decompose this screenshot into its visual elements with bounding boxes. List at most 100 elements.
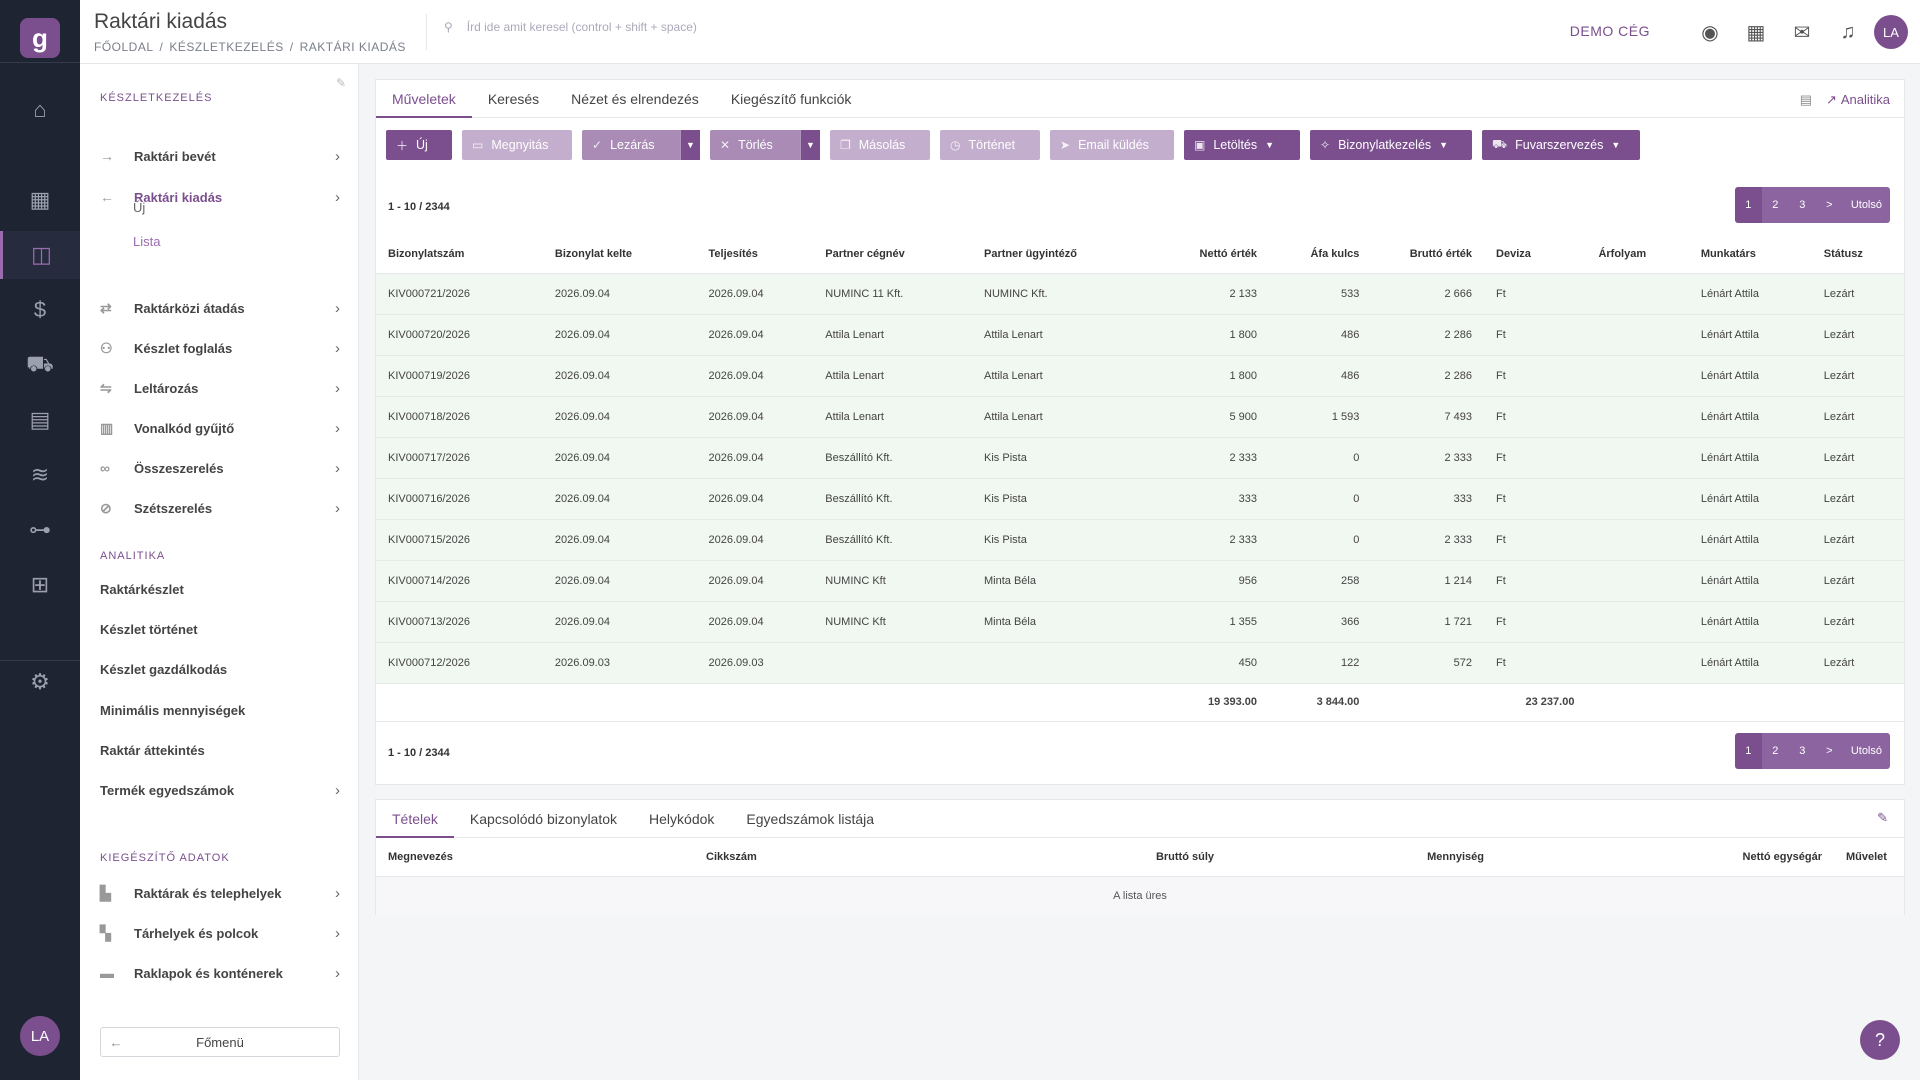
- column-header[interactable]: Bruttó súly: [1074, 838, 1226, 877]
- column-header[interactable]: Státusz: [1811, 235, 1904, 274]
- chevron-down-icon[interactable]: ▼: [680, 130, 700, 160]
- page-next[interactable]: >: [1815, 187, 1843, 223]
- sidebar-item-5[interactable]: ▥ Vonalkód gyűjtő ›: [100, 416, 340, 440]
- breadcrumb-inventory[interactable]: KÉSZLETKEZELÉS: [169, 40, 284, 54]
- tab-view[interactable]: Nézet és elrendezés: [571, 91, 699, 107]
- table-row[interactable]: KIV000714/2026 2026.09.04 2026.09.04 NUMINC…: [376, 560, 1904, 602]
- page-last[interactable]: Utolsó: [1842, 733, 1890, 769]
- column-header[interactable]: Partner cégnév: [813, 235, 973, 274]
- rail-truck-icon[interactable]: ⛟: [0, 341, 80, 389]
- column-header[interactable]: Áfa kulcs: [1268, 235, 1372, 274]
- sidebar-subitem-new[interactable]: Új: [133, 200, 146, 215]
- rail-register-icon[interactable]: ▤: [0, 396, 80, 444]
- rail-finance-icon[interactable]: $: [0, 286, 80, 334]
- rail-settings-icon[interactable]: ⚙: [0, 658, 80, 706]
- download-button[interactable]: ▣ Letöltés ▼: [1184, 130, 1300, 160]
- rail-flow-icon[interactable]: ⊶: [0, 506, 80, 554]
- company-name[interactable]: DEMO CÉG: [1569, 23, 1650, 39]
- email-button[interactable]: ➤ Email küldés: [1050, 130, 1174, 160]
- page-last[interactable]: Utolsó: [1842, 187, 1890, 223]
- export-icon[interactable]: ▤: [1799, 92, 1812, 107]
- support-icon[interactable]: ◉: [1701, 21, 1719, 44]
- main-menu-button[interactable]: ← Főmenü: [100, 1027, 340, 1057]
- table-row[interactable]: KIV000715/2026 2026.09.04 2026.09.04 Beszál…: [376, 519, 1904, 561]
- open-button[interactable]: ▭ Megnyitás: [462, 130, 572, 160]
- column-header[interactable]: Árfolyam: [1586, 235, 1689, 274]
- column-header[interactable]: Bizonylat kelte: [542, 235, 697, 274]
- page-3[interactable]: 3: [1788, 187, 1816, 223]
- search-input[interactable]: Írd ide amit keresel (control + shift + …: [466, 20, 697, 34]
- column-header[interactable]: Teljesítés: [696, 235, 814, 274]
- column-header[interactable]: Deviza: [1484, 235, 1587, 274]
- pin-icon[interactable]: ✎: [1877, 810, 1888, 825]
- pin-icon[interactable]: ✎: [335, 76, 346, 90]
- column-header[interactable]: Nettó egységár: [1496, 838, 1834, 877]
- document-management-button[interactable]: ✧ Bizonylatkezelés ▼: [1310, 130, 1472, 160]
- mail-icon[interactable]: ✉: [1793, 21, 1811, 44]
- tab-location-codes[interactable]: Helykódok: [649, 811, 715, 827]
- user-avatar[interactable]: LA: [20, 1016, 60, 1056]
- tab-items[interactable]: Tételek: [376, 800, 454, 838]
- close-button[interactable]: ✓ Lezárás ▼: [582, 130, 700, 160]
- column-header[interactable]: Mennyiség: [1226, 838, 1496, 877]
- column-header[interactable]: Partner ügyintéző: [972, 235, 1157, 274]
- table-row[interactable]: KIV000718/2026 2026.09.04 2026.09.04 Attila…: [376, 396, 1904, 438]
- global-search[interactable]: ⚲ Írd ide amit keresel (control + shift …: [444, 20, 864, 34]
- calendar-icon[interactable]: ▦: [1746, 21, 1766, 44]
- sidebar-item-3[interactable]: ⚇ Készlet foglalás ›: [100, 336, 340, 360]
- rail-home-icon[interactable]: ⌂: [0, 86, 80, 134]
- column-header[interactable]: Munkatárs: [1688, 235, 1812, 274]
- page-3[interactable]: 3: [1788, 733, 1816, 769]
- page-1[interactable]: 1: [1734, 187, 1762, 223]
- header-avatar[interactable]: LA: [1874, 15, 1908, 49]
- sidebar-subitem-list[interactable]: Lista: [133, 234, 161, 249]
- page-next[interactable]: >: [1815, 733, 1843, 769]
- table-row[interactable]: KIV000720/2026 2026.09.04 2026.09.04 Attila…: [376, 314, 1904, 356]
- history-button[interactable]: ◷ Történet: [940, 130, 1040, 160]
- table-row[interactable]: KIV000716/2026 2026.09.04 2026.09.04 Beszál…: [376, 478, 1904, 520]
- column-header[interactable]: Bruttó érték: [1371, 235, 1485, 274]
- sidebar-analytics-item[interactable]: Raktárkészlet: [100, 577, 340, 601]
- sidebar-extra-item[interactable]: ▬ Raklapok és konténerek ›: [100, 961, 340, 985]
- chevron-down-icon[interactable]: ▼: [800, 130, 820, 160]
- table-row[interactable]: KIV000717/2026 2026.09.04 2026.09.04 Beszál…: [376, 437, 1904, 479]
- table-row[interactable]: KIV000721/2026 2026.09.04 2026.09.04 NUMINC…: [376, 273, 1904, 315]
- tab-serial-numbers[interactable]: Egyedszámok listája: [746, 811, 875, 827]
- sidebar-item-6[interactable]: ∞ Összeszerelés ›: [100, 456, 340, 480]
- column-header[interactable]: Művelet: [1834, 838, 1904, 877]
- sidebar-item-7[interactable]: ⊘ Szétszerelés ›: [100, 496, 340, 520]
- sidebar-analytics-item[interactable]: Raktár áttekintés: [100, 738, 340, 762]
- page-2[interactable]: 2: [1761, 187, 1789, 223]
- tab-search[interactable]: Keresés: [487, 91, 540, 107]
- table-row[interactable]: KIV000719/2026 2026.09.04 2026.09.04 Attila…: [376, 355, 1904, 397]
- sidebar-extra-item[interactable]: ▙ Raktárak és telephelyek ›: [100, 881, 340, 905]
- rail-dashboard-icon[interactable]: ▦: [0, 176, 80, 224]
- sidebar-extra-item[interactable]: ▚ Tárhelyek és polcok ›: [100, 921, 340, 945]
- sidebar-item-2[interactable]: ⇄ Raktárközi átadás ›: [100, 296, 340, 320]
- table-row[interactable]: KIV000713/2026 2026.09.04 2026.09.04 NUMINC…: [376, 601, 1904, 643]
- sidebar-analytics-item[interactable]: Készlet történet: [100, 617, 340, 641]
- rail-structure-icon[interactable]: ⊞: [0, 561, 80, 609]
- delete-button[interactable]: ✕ Törlés ▼: [710, 130, 820, 160]
- column-header[interactable]: Bizonylatszám: [376, 235, 543, 274]
- tab-related-documents[interactable]: Kapcsolódó bizonylatok: [469, 811, 618, 827]
- sidebar-item-4[interactable]: ⇋ Leltározás ›: [100, 376, 340, 400]
- sidebar-analytics-item[interactable]: Minimális mennyiségek: [100, 698, 340, 722]
- tab-extra[interactable]: Kiegészítő funkciók: [730, 91, 852, 107]
- bell-icon[interactable]: ♫: [1840, 20, 1856, 43]
- sidebar-item-1[interactable]: ← Raktári kiadás ›: [100, 185, 340, 209]
- analytics-link[interactable]: ↗ Analitika: [1825, 92, 1890, 107]
- breadcrumb-home[interactable]: FŐOLDAL: [94, 40, 154, 54]
- rail-inventory-icon[interactable]: ◫: [0, 231, 80, 279]
- column-header[interactable]: Cikkszám: [694, 838, 1074, 877]
- sidebar-analytics-item[interactable]: Készlet gazdálkodás: [100, 657, 340, 681]
- new-button[interactable]: ＋ Új: [386, 130, 452, 160]
- page-1[interactable]: 1: [1734, 733, 1762, 769]
- page-2[interactable]: 2: [1761, 733, 1789, 769]
- table-row[interactable]: KIV000712/2026 2026.09.03 2026.09.03 450 122…: [376, 642, 1904, 684]
- column-header[interactable]: Megnevezés: [376, 838, 694, 877]
- rail-database-icon[interactable]: ≋: [0, 451, 80, 499]
- app-logo[interactable]: g: [20, 18, 60, 58]
- help-button[interactable]: ?: [1860, 1020, 1900, 1060]
- sidebar-analytics-item[interactable]: Termék egyedszámok ›: [100, 778, 340, 802]
